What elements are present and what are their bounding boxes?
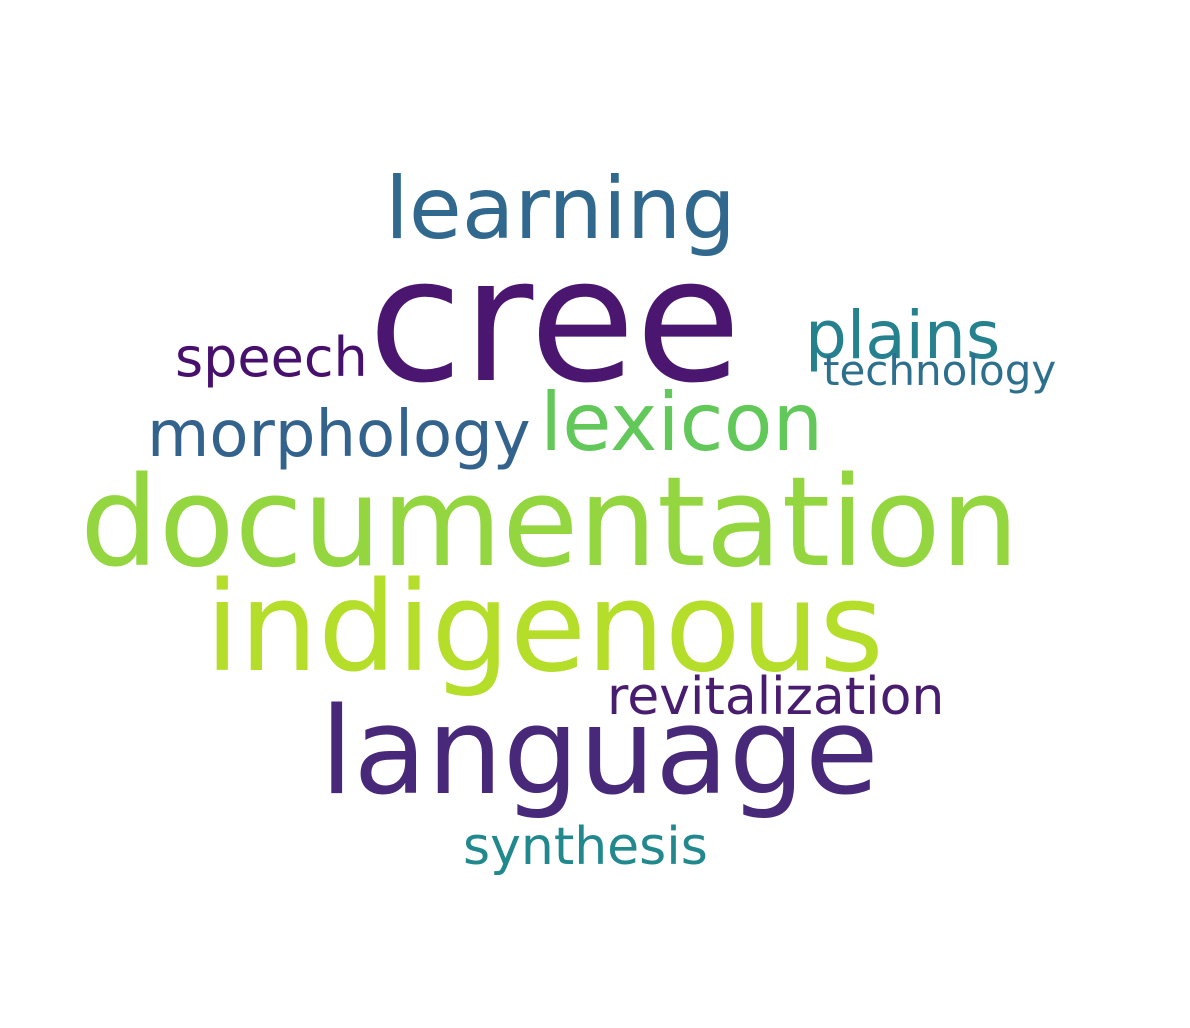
word-cree: cree (368, 220, 741, 421)
word-learning: learning (385, 159, 736, 259)
word-speech: speech (175, 326, 368, 389)
word-lexicon: lexicon (540, 376, 823, 469)
word-plains: plains (805, 297, 1000, 374)
word-synthesis: synthesis (463, 817, 708, 877)
word-indigenous: indigenous (205, 556, 884, 700)
word-language: language (320, 683, 879, 822)
word-revitalization: revitalization (607, 667, 944, 727)
word-technology: technology (823, 346, 1056, 395)
word-documentation: documentation (80, 451, 1019, 595)
word-morphology: morphology (147, 398, 531, 472)
